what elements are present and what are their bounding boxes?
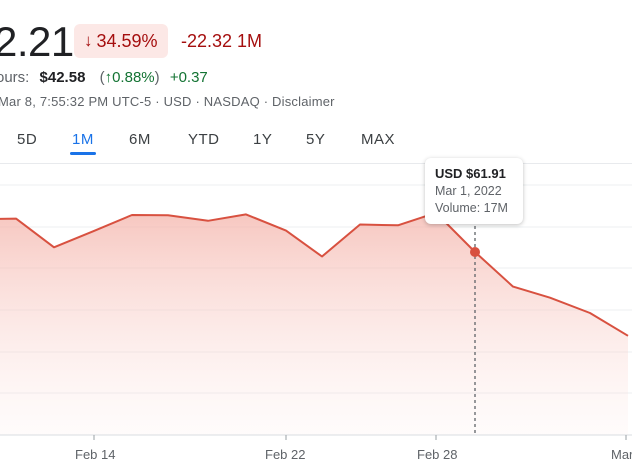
x-tick-label: Feb 28 (417, 447, 458, 462)
tab-max[interactable]: MAX (361, 131, 396, 148)
tooltip-price: USD $61.91 (435, 166, 506, 181)
after-hours-price: $42.58 (39, 69, 86, 86)
tab-1m[interactable]: 1M (72, 131, 94, 148)
tab-5y[interactable]: 5Y (306, 131, 326, 148)
tab-ytd[interactable]: YTD (188, 131, 220, 148)
x-tick-label: Feb 14 (75, 447, 116, 462)
after-hours-label: ours: (0, 69, 30, 86)
after-hours-row: ours: $42.58 (↑0.88%) +0.37 (0, 69, 208, 86)
change-percent: 34.59% (96, 30, 158, 51)
change-amount: -22.32 1M (181, 31, 263, 51)
x-tick-label: Mar (611, 447, 632, 462)
arrow-up-icon: ↑ (104, 69, 113, 86)
after-hours-change: +0.37 (169, 69, 208, 86)
tab-6m[interactable]: 6M (129, 131, 151, 148)
x-tick-label: Feb 22 (265, 447, 306, 462)
quote-meta: Mar 8, 7:55:32 PM UTC-5 · USD · NASDAQ ·… (0, 94, 335, 109)
divider (0, 163, 632, 164)
price-area (0, 212, 628, 435)
tab-5d[interactable]: 5D (17, 131, 38, 148)
tooltip-date: Mar 1, 2022 (435, 184, 502, 198)
tooltip-volume: Volume: 17M (435, 201, 508, 215)
price-line (0, 211, 629, 337)
change-percent-badge: ↓ 34.59% (74, 24, 168, 58)
hover-point (470, 247, 480, 257)
current-price: 2.21 (0, 18, 74, 65)
active-tab-indicator (70, 152, 96, 155)
arrow-down-icon: ↓ (84, 31, 93, 50)
hover-tooltip: USD $61.91 Mar 1, 2022 Volume: 17M (425, 158, 523, 224)
tab-1y[interactable]: 1Y (253, 131, 273, 148)
after-hours-percent: (↑0.88%) (99, 69, 160, 86)
after-hours-percent-value: 0.88% (112, 69, 155, 86)
